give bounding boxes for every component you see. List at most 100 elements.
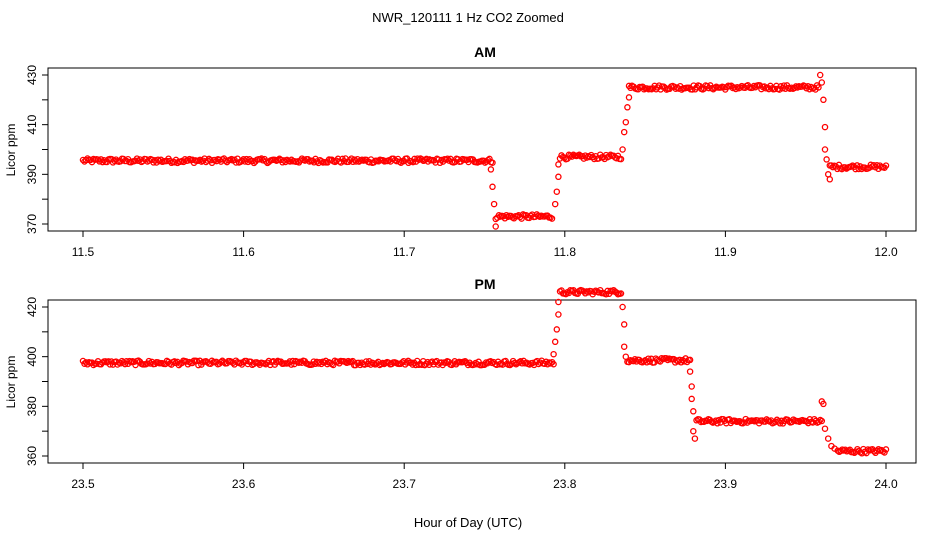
am-data-point bbox=[438, 156, 445, 164]
am-data-point bbox=[348, 155, 355, 162]
pm-data-points bbox=[79, 286, 890, 457]
pm-plot-frame bbox=[47, 299, 917, 464]
am-data-point bbox=[782, 85, 789, 92]
pm-data-point bbox=[361, 361, 368, 368]
pm-data-point bbox=[619, 303, 626, 311]
pm-data-point bbox=[400, 357, 407, 365]
pm-data-point bbox=[555, 298, 562, 306]
am-data-point bbox=[409, 158, 417, 166]
pm-data-point bbox=[403, 359, 410, 366]
am-data-point bbox=[181, 156, 189, 163]
am-data-point bbox=[548, 215, 556, 222]
am-x-tick-label: 11.7 bbox=[393, 245, 416, 259]
am-data-point bbox=[815, 84, 822, 91]
am-data-point bbox=[313, 158, 321, 165]
pm-data-point bbox=[553, 326, 561, 333]
pm-panel-title: PM bbox=[475, 276, 496, 292]
am-data-point bbox=[553, 188, 561, 195]
pm-data-point bbox=[547, 360, 554, 367]
am-y-tick-label: 430 bbox=[25, 65, 39, 85]
pm-y-tick-label: 420 bbox=[25, 297, 39, 317]
am-data-point bbox=[624, 104, 631, 111]
pm-data-point bbox=[132, 361, 139, 369]
am-data-point bbox=[555, 173, 562, 181]
pm-y-axis: 360 380 400 420 bbox=[25, 297, 48, 466]
pm-data-point bbox=[622, 353, 630, 360]
pm-data-point bbox=[643, 359, 651, 366]
am-data-point bbox=[156, 157, 163, 165]
am-data-point bbox=[711, 84, 719, 92]
pm-data-point bbox=[714, 420, 721, 427]
pm-y-tick-label: 380 bbox=[25, 396, 39, 416]
pm-data-point bbox=[821, 425, 829, 432]
am-data-point bbox=[337, 159, 345, 166]
am-panel-title: AM bbox=[474, 44, 496, 60]
pm-y-tick-label: 400 bbox=[25, 346, 39, 366]
pm-data-point bbox=[385, 359, 392, 366]
am-x-tick-label: 11.6 bbox=[232, 245, 255, 259]
am-data-point bbox=[492, 223, 499, 230]
pm-y-tick-label: 360 bbox=[25, 446, 39, 466]
am-data-point bbox=[82, 156, 90, 164]
am-y-tick-label: 390 bbox=[25, 164, 39, 184]
am-x-tick-label: 12.0 bbox=[874, 245, 898, 259]
pm-data-point bbox=[820, 400, 827, 408]
am-data-point bbox=[619, 146, 626, 153]
x-axis-label: Hour of Day (UTC) bbox=[414, 515, 522, 530]
pm-y-axis-label: Licor ppm bbox=[4, 356, 18, 409]
pm-data-point bbox=[602, 290, 610, 298]
am-y-tick-label: 370 bbox=[25, 214, 39, 234]
pm-data-point bbox=[288, 361, 295, 368]
pm-data-point bbox=[255, 359, 262, 367]
pm-data-point bbox=[688, 395, 695, 403]
pm-x-tick-label: 23.9 bbox=[714, 477, 738, 491]
pm-data-point bbox=[686, 368, 694, 375]
pm-data-point bbox=[831, 445, 838, 452]
pm-data-point bbox=[147, 360, 154, 367]
am-x-tick-label: 11.5 bbox=[72, 245, 95, 259]
pm-data-point bbox=[620, 321, 628, 328]
pm-data-point bbox=[723, 419, 730, 427]
am-plot-frame bbox=[47, 67, 917, 232]
pm-x-tick-label: 23.5 bbox=[71, 477, 95, 491]
am-data-point bbox=[492, 215, 499, 223]
am-y-axis-label: Licor ppm bbox=[4, 124, 18, 177]
am-x-tick-label: 11.8 bbox=[554, 245, 577, 259]
pm-data-point bbox=[824, 435, 832, 442]
pm-data-point bbox=[691, 435, 699, 442]
pm-data-point bbox=[270, 358, 277, 365]
am-data-point bbox=[818, 79, 826, 86]
am-data-point bbox=[555, 161, 562, 168]
am-data-point bbox=[826, 176, 834, 183]
am-data-point bbox=[490, 200, 498, 208]
am-data-point bbox=[489, 183, 496, 191]
am-data-point bbox=[834, 165, 841, 173]
am-data-point bbox=[620, 128, 628, 136]
pm-data-point bbox=[487, 358, 494, 365]
pm-data-point bbox=[881, 449, 888, 456]
pm-x-tick-label: 23.6 bbox=[232, 477, 256, 491]
pm-data-point bbox=[818, 417, 826, 425]
am-panel: AM 11.5 11.6 11.7 11.8 11.9 12.0 370 390 410 430… bbox=[4, 44, 917, 259]
am-data-point bbox=[286, 158, 294, 165]
pm-data-point bbox=[555, 311, 562, 318]
am-data-point bbox=[882, 162, 890, 169]
pm-x-tick-label: 23.8 bbox=[553, 477, 577, 491]
pm-x-tick-label: 24.0 bbox=[874, 477, 898, 491]
am-data-point bbox=[489, 159, 496, 166]
am-data-point bbox=[765, 85, 773, 93]
pm-data-point bbox=[781, 417, 788, 425]
pm-data-point bbox=[620, 343, 628, 350]
am-data-point bbox=[816, 71, 824, 79]
am-data-point bbox=[776, 86, 783, 93]
am-data-point bbox=[551, 200, 559, 208]
am-data-point bbox=[820, 96, 827, 104]
am-data-point bbox=[821, 123, 829, 131]
pm-data-point bbox=[550, 360, 557, 368]
pm-data-point bbox=[617, 290, 625, 297]
pm-data-point bbox=[90, 361, 97, 369]
am-y-tick-label: 410 bbox=[25, 114, 39, 134]
pm-data-point bbox=[551, 338, 559, 346]
pm-data-point bbox=[550, 350, 557, 358]
pm-data-point bbox=[316, 358, 324, 366]
